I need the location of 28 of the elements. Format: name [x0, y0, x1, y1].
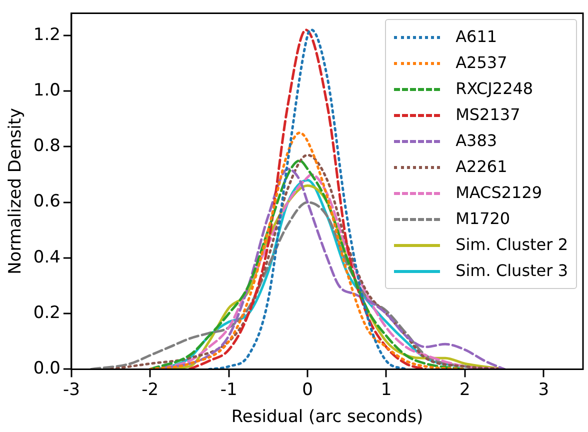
y-tick-label: 1.0 — [33, 80, 60, 100]
x-tick-label: 0 — [302, 380, 313, 400]
legend-label: Sim. Cluster 2 — [456, 234, 568, 256]
legend-label: MACS2129 — [456, 182, 542, 204]
x-tick-label: -2 — [142, 380, 159, 400]
legend-label: M1720 — [456, 208, 510, 230]
line-series — [208, 28, 408, 370]
y-tick-label: 0.0 — [33, 358, 60, 379]
y-axis-title: Normalized Density — [6, 108, 26, 274]
legend-label: MS2137 — [456, 104, 520, 126]
legend-label: A2261 — [456, 156, 508, 178]
y-tick-label: 1.2 — [33, 24, 60, 45]
y-tick-label: 0.2 — [33, 302, 60, 323]
legend-label: A611 — [456, 26, 498, 48]
x-tick-label: -1 — [220, 380, 238, 400]
line-series — [188, 28, 427, 370]
x-tick-label: -3 — [62, 380, 80, 400]
x-tick-label: 3 — [538, 380, 550, 400]
y-tick-label: 0.8 — [33, 136, 60, 156]
x-tick-label: 1 — [380, 380, 392, 400]
x-tick-label: 2 — [460, 380, 470, 400]
x-axis-title: Residual (arc seconds) — [231, 407, 424, 428]
legend-label: A383 — [456, 130, 498, 152]
legend-label: RXCJ2248 — [456, 78, 534, 100]
legend-label: A2537 — [456, 52, 508, 74]
y-tick-label: 0.4 — [33, 247, 60, 268]
y-tick-label: 0.6 — [33, 192, 60, 212]
legend-label: Sim. Cluster 3 — [456, 260, 568, 282]
